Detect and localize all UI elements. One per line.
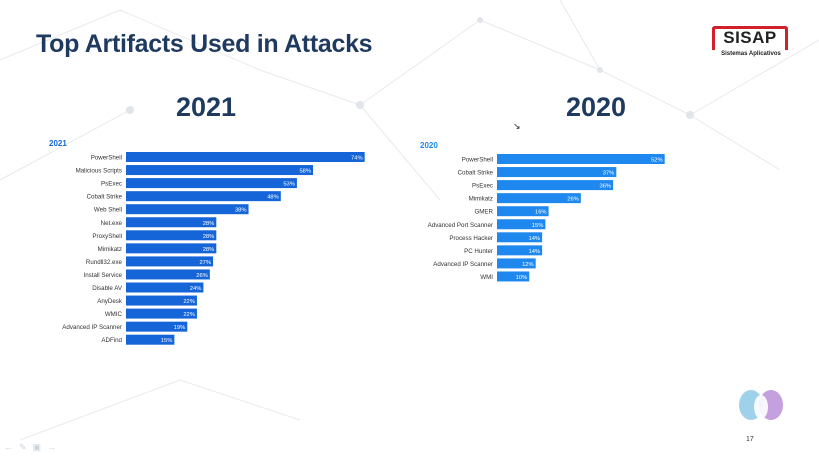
bar xyxy=(497,180,614,191)
sisap-logo: SISAP Sistemas Aplicativos xyxy=(710,26,792,62)
bar xyxy=(497,258,536,269)
bar xyxy=(126,230,217,241)
year-heading-2021: 2021 xyxy=(176,92,237,122)
year-heading-2020: 2020 xyxy=(566,92,627,122)
chart-title: 2021 xyxy=(49,139,67,148)
data-label: 36% xyxy=(599,184,611,190)
bar xyxy=(497,154,665,164)
category-label: Cobalt Strike xyxy=(458,170,494,177)
bar xyxy=(126,321,188,332)
category-label: GMER xyxy=(474,209,493,216)
bar xyxy=(126,308,197,319)
bar xyxy=(126,269,210,280)
category-label: Cobalt Strike xyxy=(87,194,123,201)
category-label: ADFind xyxy=(101,337,122,344)
category-label: WMI xyxy=(480,274,493,281)
category-label: ProxyShell xyxy=(92,233,122,240)
data-label: 24% xyxy=(190,286,202,292)
data-label: 19% xyxy=(174,325,186,331)
category-label: Net.exe xyxy=(101,220,123,227)
bar xyxy=(126,217,217,228)
logo-frame xyxy=(712,26,788,50)
bar xyxy=(497,245,543,256)
bar xyxy=(497,167,617,178)
data-label: 26% xyxy=(196,273,208,279)
category-label: Web Shell xyxy=(94,207,122,214)
category-label: PowerShell xyxy=(91,155,122,162)
bar-chart-2020: 2020 PowerShell 52% Cobalt Strike 37% PsExec 3… xyxy=(420,141,665,282)
webex-logo-icon xyxy=(739,390,783,420)
bar-chart-2021: 2021 PowerShell 74% Malicious Scripts 58% PsE… xyxy=(49,139,365,345)
bar xyxy=(126,282,204,293)
category-label: Install Service xyxy=(83,272,122,279)
data-label: 53% xyxy=(283,182,295,188)
category-label: Mimikatz xyxy=(469,196,493,203)
category-label: Rundll32.exe xyxy=(86,259,123,266)
slide-nav-icons[interactable]: ←✎▣→ xyxy=(4,442,63,452)
data-label: 28% xyxy=(203,247,215,253)
bar xyxy=(126,334,175,345)
bar xyxy=(497,193,581,204)
logo-tagline: Sistemas Aplicativos xyxy=(721,51,781,57)
bar xyxy=(497,219,546,230)
data-label: 52% xyxy=(651,158,663,164)
bar xyxy=(126,152,365,162)
category-label: PsExec xyxy=(101,181,122,188)
bar xyxy=(126,256,214,267)
data-label: 37% xyxy=(603,171,615,177)
category-label: Disable AV xyxy=(92,285,123,292)
data-label: 38% xyxy=(235,208,247,214)
data-label: 28% xyxy=(203,234,215,240)
data-label: 27% xyxy=(199,260,211,266)
mouse-cursor-icon: ↘ xyxy=(513,121,521,131)
slide-title: Top Artifacts Used in Attacks xyxy=(36,30,373,58)
data-label: 15% xyxy=(161,338,173,344)
data-label: 14% xyxy=(529,236,541,242)
bar xyxy=(126,243,217,254)
data-label: 15% xyxy=(532,223,544,229)
bar xyxy=(126,191,281,202)
bar xyxy=(126,204,249,215)
data-label: 58% xyxy=(299,169,311,175)
category-label: Advanced IP Scanner xyxy=(433,261,493,268)
category-label: WMIC xyxy=(105,311,123,318)
bar xyxy=(126,295,197,306)
category-label: Advanced Port Scanner xyxy=(428,222,493,229)
data-label: 74% xyxy=(351,156,363,162)
bar xyxy=(497,206,549,217)
chart-title: 2020 xyxy=(420,141,438,150)
data-label: 12% xyxy=(522,262,534,268)
category-label: Malicious Scripts xyxy=(76,168,122,175)
data-label: 10% xyxy=(516,275,528,281)
bar xyxy=(126,165,314,176)
data-label: 14% xyxy=(529,249,541,255)
logo-name: SISAP xyxy=(723,28,777,47)
category-label: PC Hunter xyxy=(464,248,493,255)
data-label: 48% xyxy=(267,195,279,201)
bar xyxy=(497,271,530,282)
category-label: Advanced IP Scanner xyxy=(62,324,122,331)
data-label: 26% xyxy=(567,197,579,203)
bar xyxy=(497,232,543,243)
page-number: 17 xyxy=(746,436,754,443)
data-label: 22% xyxy=(183,299,195,305)
data-label: 28% xyxy=(203,221,215,227)
bar xyxy=(126,178,297,189)
category-label: PsExec xyxy=(472,183,493,190)
data-label: 16% xyxy=(535,210,547,216)
category-label: AnyDesk xyxy=(97,298,123,305)
category-label: PowerShell xyxy=(462,157,493,164)
category-label: Process Hacker xyxy=(449,235,493,242)
category-label: Mimikatz xyxy=(98,246,122,253)
data-label: 22% xyxy=(183,312,195,318)
